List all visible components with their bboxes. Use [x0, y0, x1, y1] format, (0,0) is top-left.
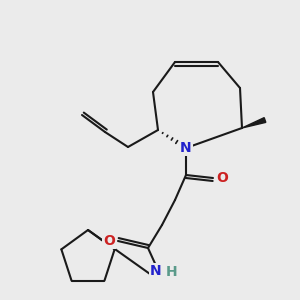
Text: N: N [180, 141, 192, 155]
Text: O: O [216, 171, 228, 185]
Text: N: N [150, 264, 162, 278]
Polygon shape [242, 118, 266, 128]
Text: O: O [103, 234, 115, 248]
Text: H: H [166, 265, 178, 279]
